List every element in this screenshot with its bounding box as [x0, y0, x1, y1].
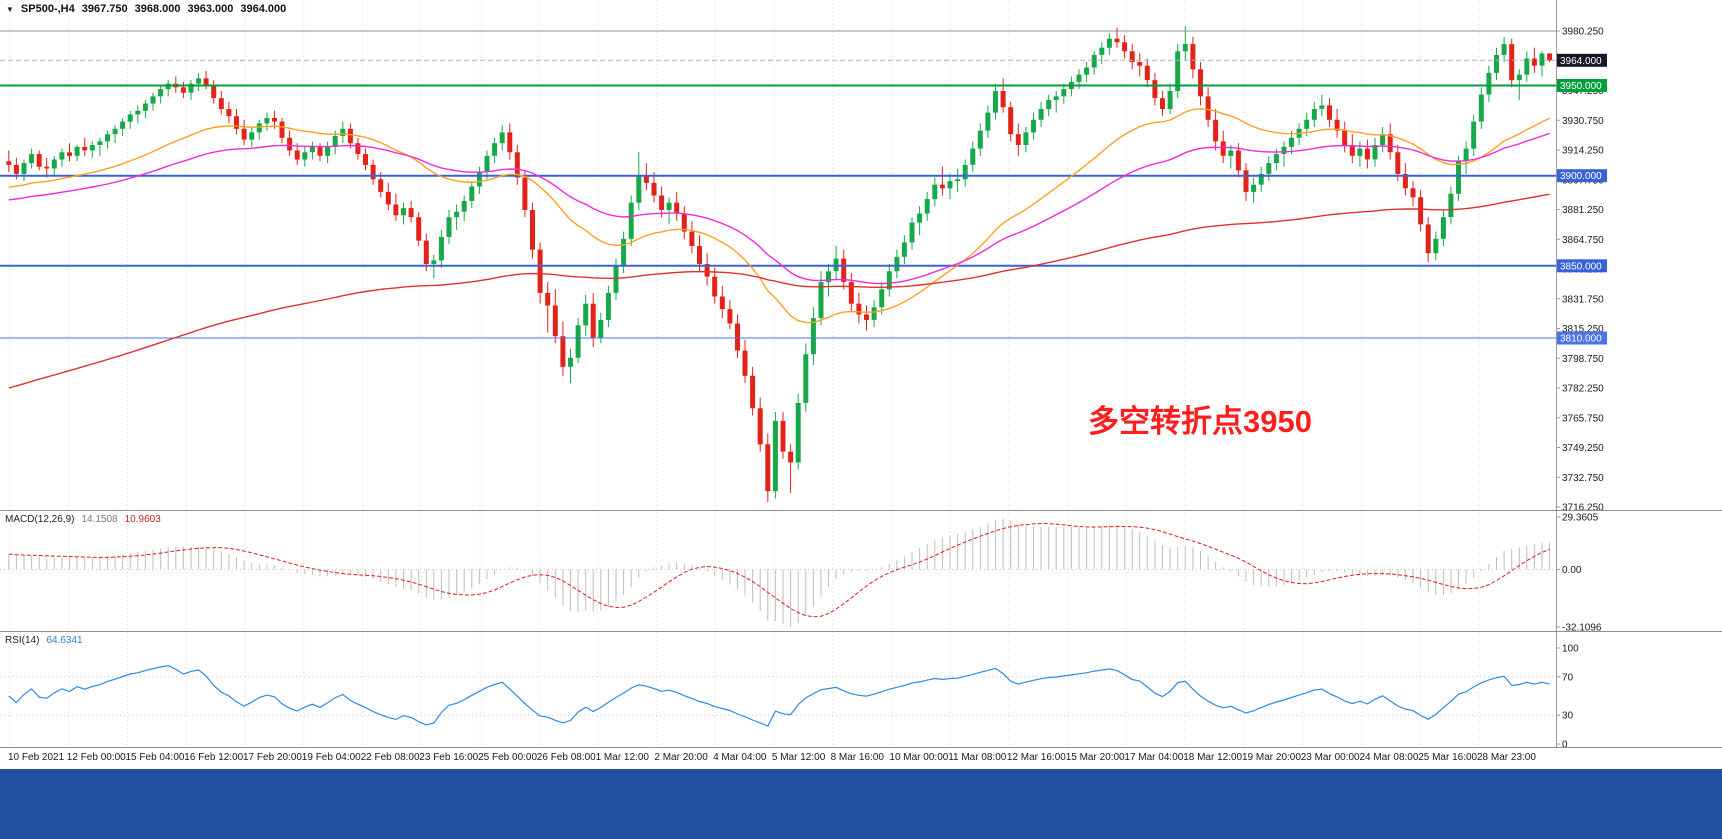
price-badge	[1557, 53, 1607, 67]
price-badge	[1557, 79, 1607, 92]
chart-ohlc-header: ▼ SP500-,H4 3967.750 3968.000 3963.000 3…	[6, 3, 286, 15]
time-tick-label: 25 Feb 00:00	[478, 752, 537, 763]
quote-low: 3963.000	[187, 3, 234, 15]
moving-average-lines	[8, 108, 1550, 389]
macd-panel	[0, 518, 1556, 627]
time-tick-label: 2 Mar 20:00	[654, 752, 708, 763]
time-tick-label: 19 Mar 20:00	[1242, 752, 1301, 763]
bottom-taskbar	[0, 769, 1722, 839]
quote-high: 3968.000	[134, 3, 181, 15]
time-tick-label: 22 Feb 08:00	[361, 752, 420, 763]
rsi-axis-label: 0	[1562, 740, 1568, 751]
time-tick-label: 11 Mar 08:00	[948, 752, 1007, 763]
symbol-timeframe-label: SP500-,H4	[20, 3, 75, 15]
price-tick-label: 3831.750	[1562, 294, 1604, 305]
rsi-indicator-label: RSI(14) 64.6341	[5, 635, 83, 646]
price-tick-label: 3749.250	[1562, 443, 1604, 454]
price-badge	[1557, 331, 1607, 345]
time-tick-label: 12 Mar 16:00	[1007, 752, 1066, 763]
time-tick-label: 24 Mar 08:00	[1360, 752, 1419, 763]
price-tick-label: 3732.750	[1562, 473, 1604, 484]
rsi-axis-label: 100	[1562, 644, 1579, 655]
price-tick-label: 3815.250	[1562, 324, 1604, 335]
time-tick-label: 26 Feb 08:00	[537, 752, 596, 763]
quote-close: 3964.000	[240, 3, 287, 15]
horizontal-level-lines[interactable]	[0, 30, 1556, 339]
bull-bear-annotation: 多空转折点3950	[1088, 404, 1312, 439]
macd-indicator-label: MACD(12,26,9) 14.1508 10.9603	[5, 514, 161, 525]
svg-text:3810.000: 3810.000	[1560, 334, 1602, 345]
time-tick-label: 25 Mar 16:00	[1418, 752, 1477, 763]
time-tick-label: 23 Mar 00:00	[1301, 752, 1360, 763]
price-tick-label: 3716.250	[1562, 503, 1604, 514]
time-tick-label: 17 Feb 20:00	[243, 752, 302, 763]
panel-separators[interactable]	[0, 510, 1722, 748]
time-tick-label: 17 Mar 04:00	[1124, 752, 1183, 763]
collapse-triangle-icon[interactable]: ▼	[6, 4, 14, 14]
price-tick-label: 3930.750	[1562, 116, 1604, 127]
time-gridlines	[9, 0, 1480, 747]
rsi-axis-label: 70	[1562, 672, 1574, 683]
price-tick-label: 3980.250	[1562, 27, 1604, 38]
price-tick-label: 3782.250	[1562, 384, 1604, 395]
rsi-name-label: RSI(14)	[5, 635, 40, 646]
time-tick-label: 19 Feb 04:00	[302, 752, 361, 763]
time-tick-label: 10 Feb 2021	[8, 752, 65, 763]
time-axis: 10 Feb 2021 12 Feb 00:00 15 Feb 04:00 16 Fe…	[8, 752, 1536, 763]
price-badge	[1557, 169, 1607, 183]
time-tick-label: 16 Feb 12:00	[184, 752, 243, 763]
time-tick-label: 15 Feb 04:00	[126, 752, 185, 763]
svg-text:3850.000: 3850.000	[1560, 261, 1602, 272]
quote-open: 3967.750	[81, 3, 128, 15]
macd-signal-value: 10.9603	[124, 514, 161, 525]
macd-axis-label: -32.1096	[1562, 623, 1602, 634]
time-tick-label: 23 Feb 16:00	[419, 752, 478, 763]
macd-axis-label: 0.00	[1562, 565, 1582, 576]
time-tick-label: 4 Mar 04:00	[713, 752, 767, 763]
rsi-value: 64.6341	[46, 635, 83, 646]
svg-text:3950.000: 3950.000	[1560, 81, 1602, 92]
time-tick-label: 15 Mar 20:00	[1066, 752, 1125, 763]
rsi-axis-label: 30	[1562, 711, 1574, 722]
time-tick-label: 10 Mar 00:00	[889, 752, 948, 763]
svg-text:3964.000: 3964.000	[1560, 56, 1602, 67]
time-tick-label: 18 Mar 12:00	[1183, 752, 1242, 763]
svg-text:3900.000: 3900.000	[1560, 171, 1602, 182]
price-tick-label: 3798.750	[1562, 354, 1604, 365]
time-tick-label: 5 Mar 12:00	[772, 752, 826, 763]
time-tick-label: 12 Feb 00:00	[67, 752, 126, 763]
price-tick-label: 3914.250	[1562, 146, 1604, 157]
time-tick-label: 8 Mar 16:00	[831, 752, 885, 763]
time-tick-label: 1 Mar 12:00	[596, 752, 650, 763]
price-tick-label: 3765.750	[1562, 413, 1604, 424]
macd-name-label: MACD(12,26,9)	[5, 514, 75, 525]
price-chart-canvas[interactable]: 3980.2503963.7503947.2503930.7503914.250…	[0, 0, 1722, 769]
rsi-panel	[0, 665, 1556, 727]
price-tick-label: 3881.250	[1562, 205, 1604, 216]
macd-axis-label: 29.3605	[1562, 513, 1599, 524]
candlestick-series	[6, 26, 1553, 502]
time-tick-label: 28 Mar 23:00	[1477, 752, 1536, 763]
price-badge	[1557, 259, 1607, 273]
price-axis: 3980.2503963.7503947.2503930.7503914.250…	[1556, 0, 1607, 751]
price-tick-label: 3864.750	[1562, 235, 1604, 246]
macd-main-value: 14.1508	[81, 514, 118, 525]
